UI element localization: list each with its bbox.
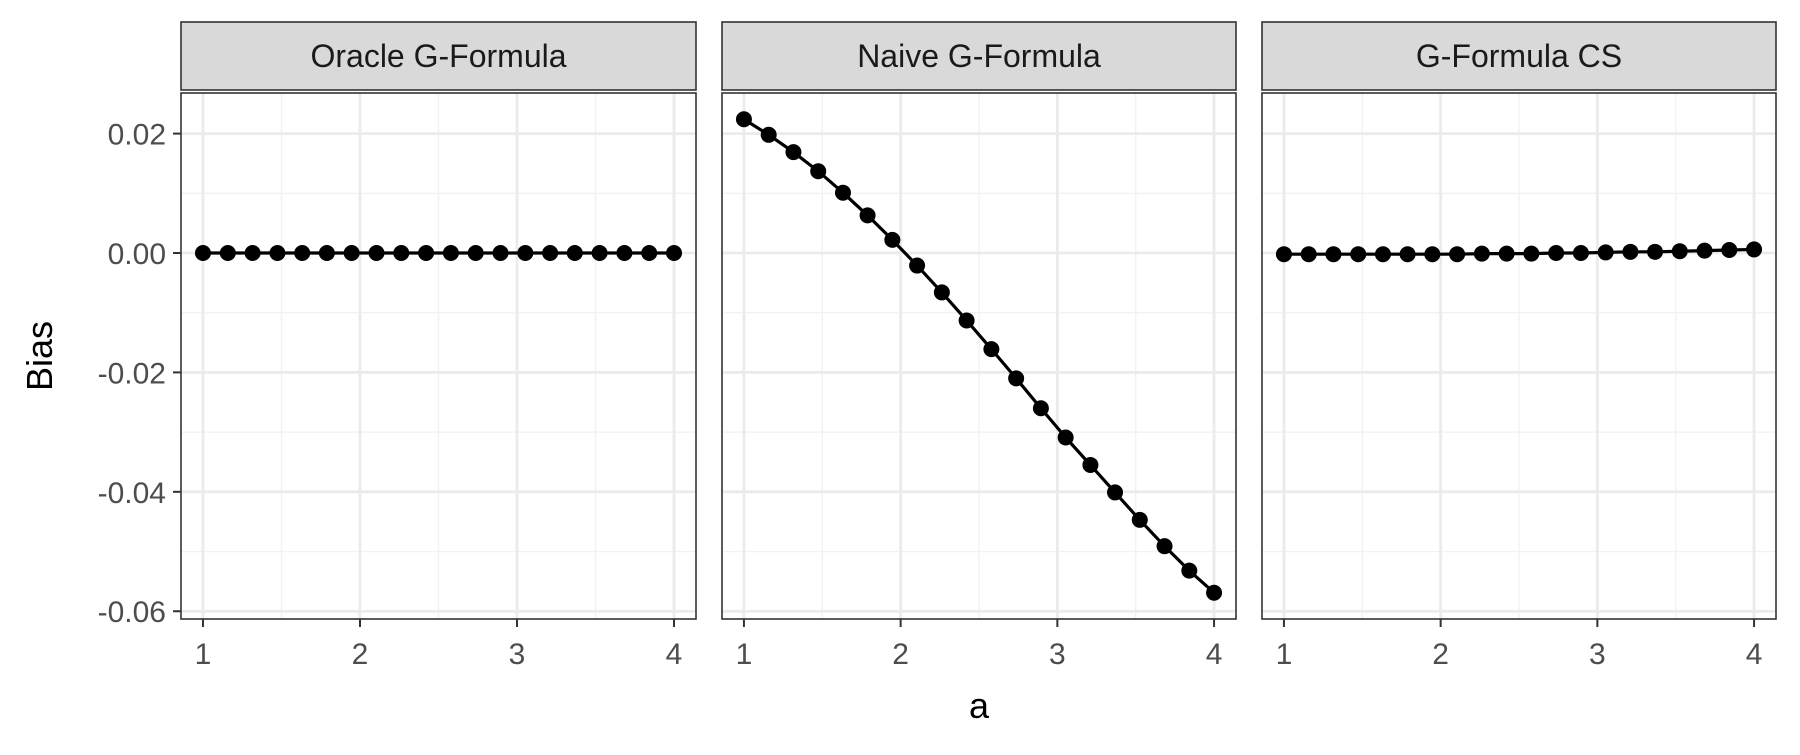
data-point	[735, 111, 752, 128]
data-point	[517, 245, 534, 262]
data-point	[1498, 245, 1515, 262]
data-point	[859, 207, 876, 224]
data-point	[1449, 246, 1466, 263]
facet-strip	[180, 21, 697, 91]
data-point	[418, 245, 435, 262]
facet-strip-label: Naive G-Formula	[857, 38, 1101, 74]
data-point	[492, 245, 509, 262]
x-tick-label: 2	[352, 638, 369, 671]
x-axis-title: a	[969, 685, 990, 726]
data-point	[834, 184, 851, 201]
facet-strip-label: G-Formula CS	[1416, 38, 1622, 74]
data-point	[393, 245, 410, 262]
data-point	[1300, 246, 1317, 263]
y-tick-label: -0.02	[98, 357, 166, 390]
data-point	[1721, 242, 1738, 259]
data-point	[591, 245, 608, 262]
data-point	[1206, 584, 1223, 601]
x-tick-label: 1	[736, 638, 753, 671]
data-point	[1350, 246, 1367, 263]
data-point	[1424, 246, 1441, 263]
data-point	[616, 245, 633, 262]
data-point	[1107, 484, 1124, 501]
data-point	[1746, 241, 1763, 258]
data-point	[467, 245, 484, 262]
data-point	[442, 245, 459, 262]
panel-border	[180, 92, 697, 620]
x-tick-label: 4	[666, 638, 683, 671]
data-point	[1597, 244, 1614, 261]
facet-strip	[1261, 21, 1777, 91]
data-point	[294, 245, 311, 262]
y-tick-label: 0.00	[108, 238, 166, 271]
data-point	[194, 245, 211, 262]
data-point	[1523, 245, 1540, 262]
data-point	[933, 284, 950, 301]
data-point	[1131, 511, 1148, 528]
y-tick-label: -0.04	[98, 477, 166, 510]
facet-strip	[721, 21, 1237, 91]
data-point	[269, 245, 286, 262]
y-tick-label: -0.06	[98, 596, 166, 629]
panel-border	[1261, 92, 1777, 620]
data-point	[318, 245, 335, 262]
data-point	[1473, 245, 1490, 262]
x-tick-label: 4	[1746, 638, 1763, 671]
facet-panel-3: G-Formula CS 1 2 3 4	[1261, 21, 1777, 671]
facet-strip-label: Oracle G-Formula	[310, 38, 566, 74]
data-point	[1057, 429, 1074, 446]
data-point	[1156, 538, 1173, 555]
x-tick-label: 3	[509, 638, 526, 671]
data-point	[1671, 243, 1688, 260]
facet-panel-2: Naive G-Formula 1 2 3 4	[721, 21, 1237, 671]
data-point	[810, 163, 827, 180]
data-point	[983, 341, 1000, 358]
data-point	[760, 126, 777, 143]
facet-panel-1: Oracle G-Formula 1 2 3 4 0.02 0.00 -0.02 -0.04 -0…	[98, 21, 697, 671]
y-tick-label: 0.02	[108, 119, 166, 152]
data-point	[1647, 243, 1664, 260]
x-tick-label: 3	[1049, 638, 1066, 671]
data-point	[343, 245, 360, 262]
data-point	[884, 231, 901, 248]
x-tick-label: 2	[1432, 638, 1449, 671]
data-point	[1181, 562, 1198, 579]
x-tick-label: 3	[1589, 638, 1606, 671]
data-point	[641, 245, 658, 262]
data-point	[244, 245, 261, 262]
data-point	[1275, 246, 1292, 263]
data-point	[785, 144, 802, 161]
x-tick-label: 4	[1206, 638, 1223, 671]
data-point	[1325, 246, 1342, 263]
x-tick-label: 1	[1276, 638, 1293, 671]
data-point	[1374, 246, 1391, 263]
data-point	[368, 245, 385, 262]
data-point	[219, 245, 236, 262]
data-point	[1399, 246, 1416, 263]
panel-border	[721, 92, 1237, 620]
data-point	[666, 245, 683, 262]
x-tick-label: 2	[892, 638, 909, 671]
data-point	[1622, 243, 1639, 260]
data-point	[1548, 245, 1565, 262]
data-point	[958, 312, 975, 329]
x-tick-label: 1	[195, 638, 212, 671]
data-point	[542, 245, 559, 262]
data-point	[1572, 245, 1589, 262]
data-point	[1696, 242, 1713, 259]
data-point	[1082, 456, 1099, 473]
data-point	[1008, 370, 1025, 387]
y-axis-title: Bias	[19, 321, 60, 391]
data-point	[909, 257, 926, 274]
data-point	[1032, 400, 1049, 417]
data-point	[566, 245, 583, 262]
